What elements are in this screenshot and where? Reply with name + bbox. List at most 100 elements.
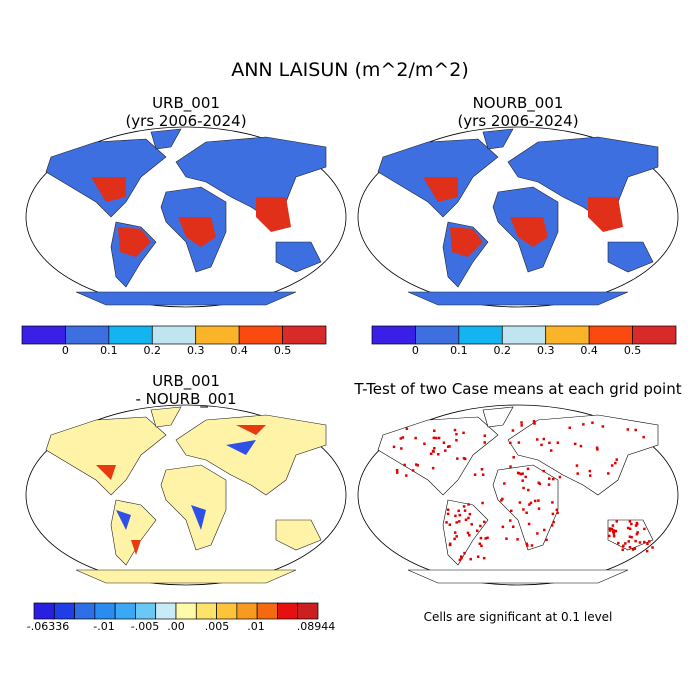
significant-cell [524, 475, 527, 479]
significant-cell [540, 443, 543, 447]
significant-cell [446, 445, 450, 449]
colorbar-box [135, 602, 157, 620]
significant-cell [520, 424, 523, 427]
significant-cell [543, 528, 546, 532]
significant-cell [538, 482, 542, 486]
colorbar-box [238, 325, 283, 345]
colorbar-box [216, 602, 238, 620]
significant-cell [445, 521, 448, 524]
colorbar-label: -.005 [131, 620, 159, 633]
significant-cell [621, 548, 624, 551]
significant-cell [627, 540, 630, 543]
significant-cell [558, 475, 562, 479]
significant-cell [500, 499, 503, 502]
significant-cell [468, 534, 471, 537]
significant-cell [509, 465, 512, 468]
significant-cell [479, 524, 482, 528]
significant-cell [550, 524, 554, 527]
significant-cell [582, 423, 585, 426]
significant-cell [454, 514, 457, 518]
significant-cell [596, 448, 599, 451]
panel-title: - NOURB_001 [135, 390, 236, 409]
significant-cell [480, 468, 484, 471]
significant-cell [415, 463, 418, 466]
significant-cell [446, 512, 450, 516]
significant-cell [433, 446, 436, 450]
significant-cell [463, 551, 466, 555]
significant-cell [455, 521, 458, 524]
significant-cell [475, 529, 479, 533]
colorbar-box [151, 325, 197, 345]
significant-cell [517, 472, 521, 475]
significant-cell [646, 542, 649, 546]
significant-cell [622, 544, 625, 548]
significant-cell [483, 441, 487, 444]
significant-cell [467, 516, 470, 520]
significant-cell [552, 520, 555, 524]
colorbar-label: 0.2 [494, 344, 512, 357]
significant-cell [432, 436, 436, 440]
colorbar-box [277, 602, 299, 620]
significant-cell [512, 456, 515, 459]
significant-cell [525, 511, 528, 515]
significant-cell [573, 442, 577, 446]
significant-cell [613, 529, 616, 533]
significant-cell [634, 539, 637, 543]
significant-cell [469, 557, 472, 561]
significant-cell [634, 524, 638, 527]
significant-cell [630, 535, 633, 539]
significant-cell [526, 544, 529, 547]
colorbar-box [282, 325, 327, 345]
significant-cell [510, 509, 513, 513]
colorbar-box [74, 602, 96, 620]
colorbar-box [415, 325, 460, 345]
significant-cell [548, 477, 551, 480]
colorbar-box [297, 602, 319, 620]
colorbar-box [21, 325, 66, 345]
significant-cell [545, 538, 548, 542]
significant-cell [533, 422, 536, 425]
significant-cell [615, 520, 619, 523]
significant-cell [464, 518, 468, 522]
colorbar-box [94, 602, 116, 620]
significant-cell [431, 466, 435, 470]
significant-cell [608, 527, 612, 530]
colorbar-box [108, 325, 153, 345]
significant-cell [643, 527, 646, 531]
significant-cell [501, 525, 505, 529]
significant-cell [527, 488, 530, 492]
significant-cell [638, 541, 642, 544]
significant-cell [448, 523, 452, 526]
significant-cell [476, 555, 480, 558]
note: Cells are significant at 0.1 level [424, 610, 613, 624]
colorbar-label: 0.3 [187, 344, 205, 357]
significant-cell [635, 532, 639, 536]
colorbar-box [545, 325, 590, 345]
significant-cell [519, 472, 523, 476]
significant-cell [607, 472, 610, 475]
significant-cell [522, 486, 525, 490]
significant-cell [416, 464, 419, 467]
significant-cell [503, 482, 506, 485]
significant-cell [486, 536, 489, 540]
significant-cell [527, 522, 531, 526]
significant-cell [530, 544, 534, 547]
significant-cell [473, 473, 477, 476]
colorbar-box [588, 325, 633, 345]
significant-cell [395, 471, 399, 474]
significant-cell [568, 426, 572, 430]
significant-cell [548, 441, 551, 445]
panel-title: T-Test of two Case means at each grid po… [353, 380, 681, 398]
significant-cell [521, 479, 524, 482]
significant-cell [458, 520, 461, 523]
significant-cell [525, 542, 529, 546]
colorbar-label: 0.5 [624, 344, 642, 357]
map-panel [357, 126, 679, 308]
significant-cell [480, 544, 483, 548]
significant-cell [457, 509, 460, 513]
significant-cell [522, 508, 525, 511]
significant-cell [642, 435, 645, 439]
colorbar-box [53, 602, 75, 620]
colorbar-label: 0.1 [450, 344, 468, 357]
panel-title: NOURB_001 [473, 94, 564, 113]
